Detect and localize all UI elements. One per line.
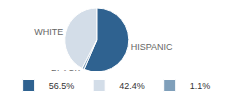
svg-text:WHITE: WHITE: [34, 27, 63, 37]
svg-text:56.5%: 56.5%: [49, 81, 75, 91]
svg-text:1.1%: 1.1%: [190, 81, 211, 91]
svg-text:HISPANIC: HISPANIC: [131, 42, 173, 52]
svg-text:42.4%: 42.4%: [119, 81, 145, 91]
